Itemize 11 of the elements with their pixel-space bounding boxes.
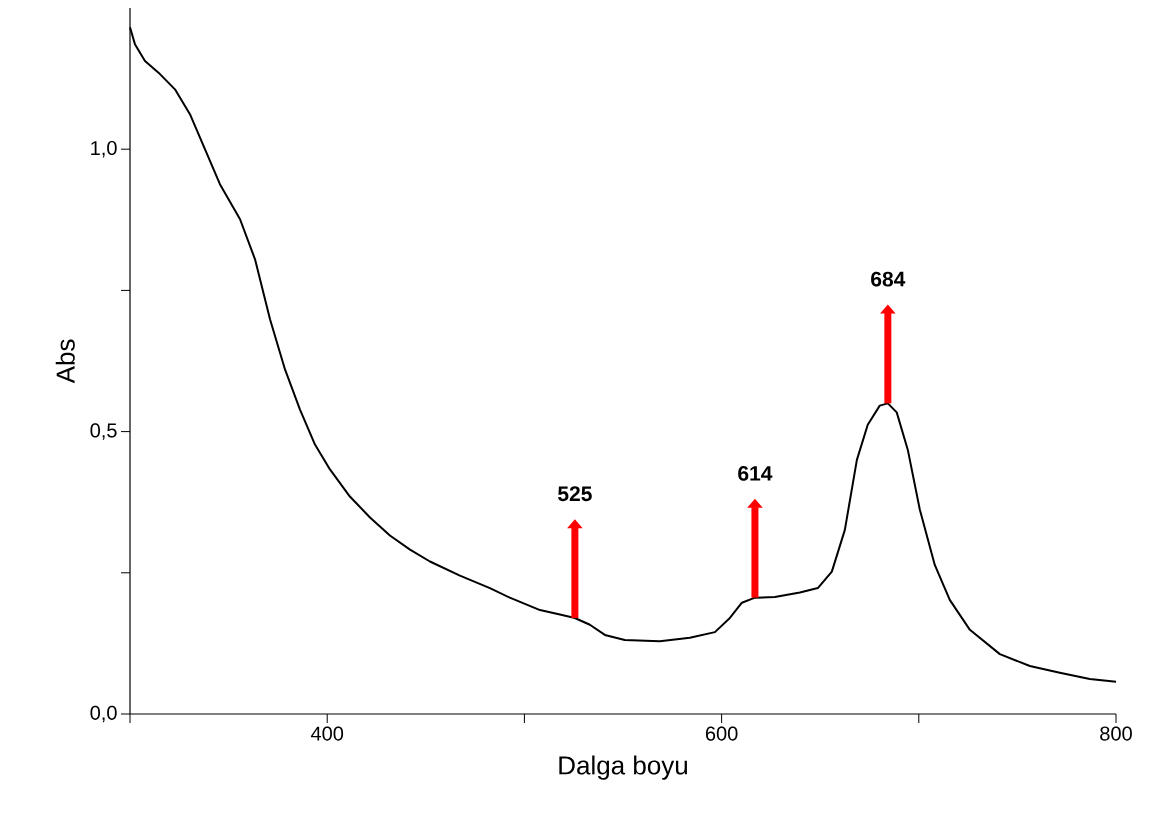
x-axis-title: Dalga boyu (559, 755, 687, 780)
x-tick-label: 600 (705, 726, 738, 741)
annotation: 614 (738, 465, 773, 481)
y-tick-label: 0,0 (90, 705, 117, 723)
y-tick-label: 1,0 (91, 140, 117, 158)
y-axis-title: Abs (55, 339, 75, 384)
x-tick-label: 400 (310, 726, 344, 741)
y-tick-label: 0,5 (90, 423, 117, 440)
annotation: 684 (871, 271, 906, 287)
x-tick-label: 800 (1100, 726, 1132, 741)
annotation: 525 (558, 486, 592, 502)
